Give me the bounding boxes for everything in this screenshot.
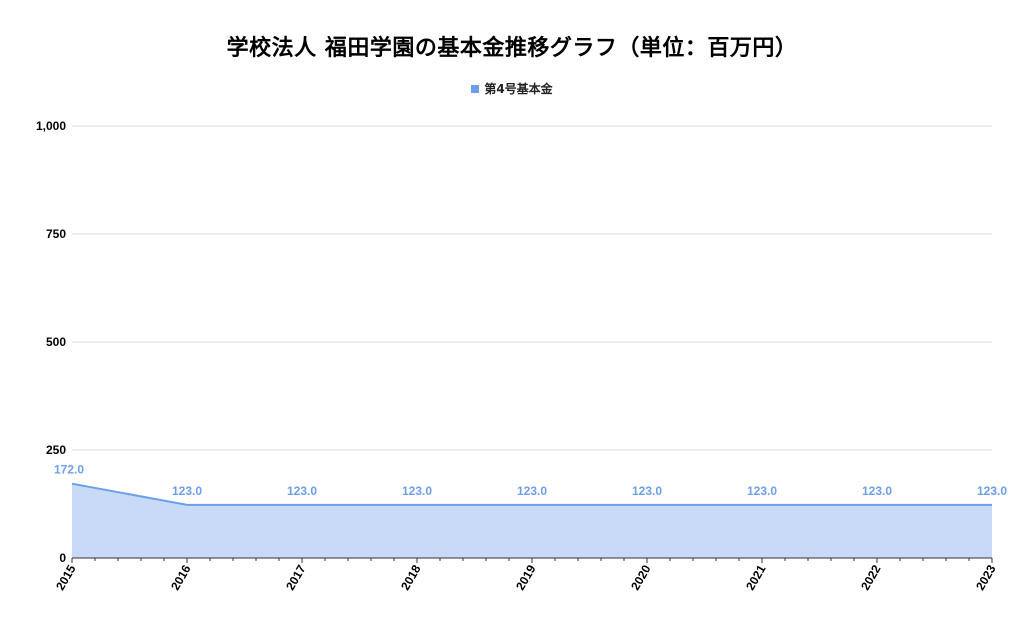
x-tick-label: 2016 [168,562,194,592]
data-label: 172.0 [54,463,84,477]
legend: 第4号基本金 [0,80,1024,97]
area-fill-layer [71,482,992,558]
x-tick-label: 2015 [53,562,79,592]
gridlines [72,125,992,451]
x-tick-label: 2022 [858,562,884,592]
legend-label: 第4号基本金 [484,82,553,96]
data-label: 123.0 [977,484,1007,498]
series-line [71,482,992,506]
data-label: 123.0 [287,484,317,498]
y-tick-label: 500 [46,335,66,349]
data-label: 123.0 [402,484,432,498]
y-tick-label: 0 [59,551,66,565]
area-fill [72,483,992,558]
data-label: 123.0 [747,484,777,498]
chart-title: 学校法人 福田学園の基本金推移グラフ（単位：百万円） [226,36,798,61]
x-tick-label: 2023 [973,562,999,592]
x-tick-label: 2021 [743,562,769,592]
data-labels: 172.0 123.0 123.0 123.0 123.0 123.0 123.0 123.0… [54,463,1007,498]
legend-swatch [471,85,480,93]
data-label: 123.0 [632,484,662,498]
x-tick-label: 2018 [398,562,424,592]
y-tick-labels: 0 250 500 750 1,000 [36,119,66,565]
y-tick-label: 750 [46,227,66,241]
data-label: 123.0 [862,484,892,498]
data-label: 123.0 [517,484,547,498]
x-tick-label: 2020 [628,562,654,592]
x-tick-label: 2017 [283,562,309,592]
y-tick-label: 1,000 [36,119,66,133]
x-tick-labels: 2015 2016 2017 2018 2019 2020 2021 2022 2023 [53,562,999,592]
data-label: 123.0 [172,484,202,498]
axes [71,557,993,563]
x-tick-label: 2019 [513,562,539,592]
y-tick-label: 250 [46,443,66,457]
